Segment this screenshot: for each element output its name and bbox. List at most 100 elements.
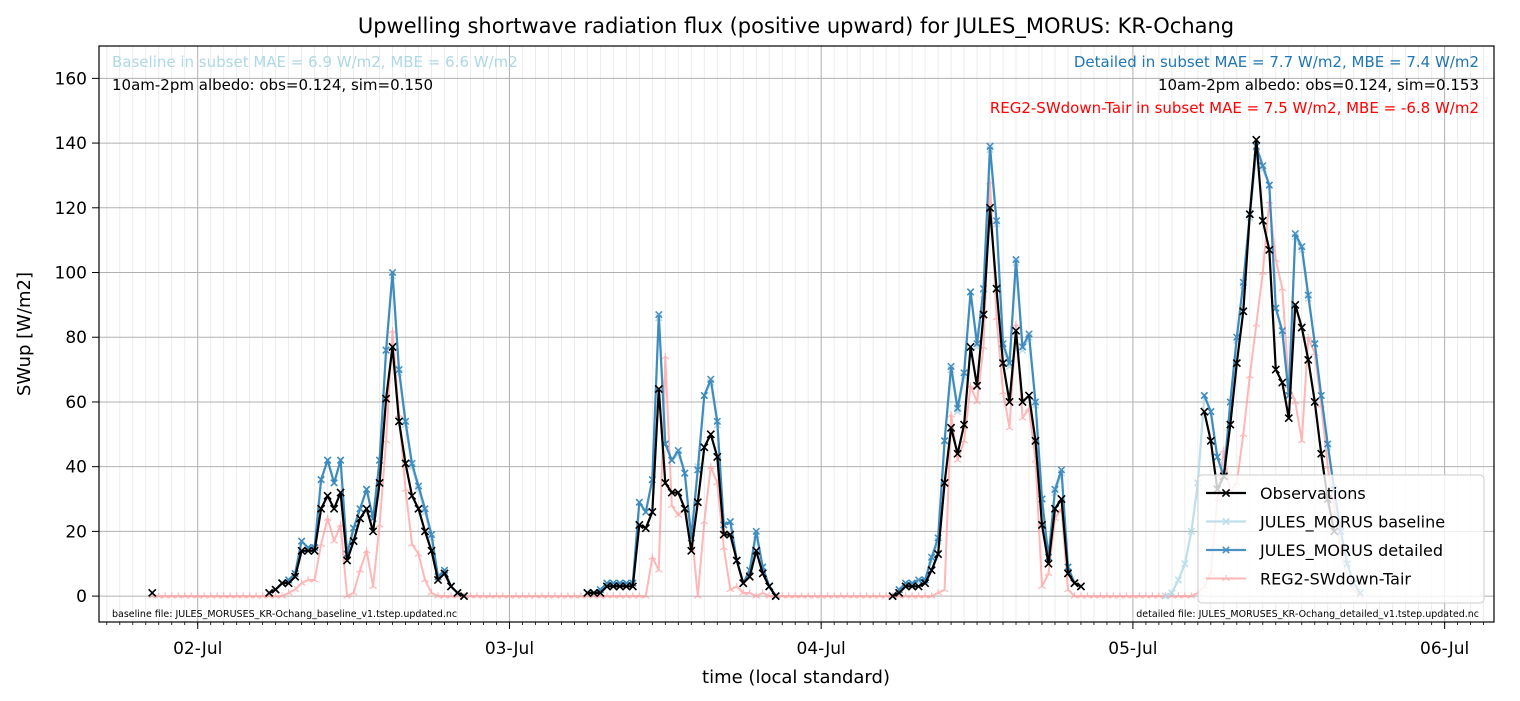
data-point-baseline [1174,576,1183,584]
data-point-reg2 [1064,586,1072,593]
data-point-obs [1284,413,1293,423]
data-point-reg2 [654,566,663,573]
data-point-obs [1076,582,1086,591]
data-point-obs [342,556,352,565]
y-axis-label: SWup [W/m2] [14,272,35,396]
x-tick-label: 06-Jul [1420,639,1469,659]
data-point-detailed [642,508,650,516]
data-point-obs [1310,397,1319,407]
data-point-obs [674,488,683,497]
data-point-obs [635,520,644,530]
legend-swatch-reg2 [1206,574,1246,582]
data-point-obs [1031,436,1040,445]
data-point-detailed [973,339,981,348]
data-point-obs [693,498,702,507]
data-point-reg2 [667,501,676,509]
data-point-reg2 [674,511,683,518]
legend-swatch-detailed [1206,546,1246,554]
data-point-reg2 [362,547,371,554]
data-point-reg2 [726,586,735,593]
data-point-obs [427,546,436,555]
data-point-detailed [395,365,403,374]
data-point-reg2 [291,586,300,593]
data-point-reg2 [1278,285,1287,292]
data-point-obs [771,591,780,601]
data-point-detailed [1298,242,1306,251]
data-point-reg2 [693,592,702,599]
data-point-obs [310,546,319,555]
data-point-obs [972,381,982,390]
data-point-obs [459,591,469,601]
data-point-obs [1200,407,1209,416]
data-point-obs [888,591,897,601]
data-point-obs [277,579,287,588]
data-point-detailed [986,142,994,151]
data-point-obs [726,530,735,539]
data-point-obs [1232,358,1241,368]
data-point-detailed [947,362,955,371]
data-point-reg2 [1239,430,1248,437]
data-point-detailed [1018,343,1027,351]
data-point-obs [316,504,326,513]
data-point-reg2 [1245,372,1254,379]
data-point-obs [596,588,605,598]
y-tick-label: 40 [65,458,87,478]
data-point-reg2 [369,582,377,590]
data-point-detailed [694,466,702,474]
reg2-stats: REG2-SWdown-Tair in subset MAE = 7.5 W/m… [990,99,1479,117]
data-point-detailed [635,498,644,507]
data-point-reg2 [278,592,287,599]
data-point-detailed [401,417,410,426]
data-point-obs [284,579,293,588]
legend-marker-detailed [1222,546,1230,554]
data-point-detailed [940,437,949,445]
data-point-obs [706,430,715,439]
data-point-detailed [960,369,968,377]
legend-marker-baseline [1222,517,1230,526]
data-point-reg2 [284,589,293,596]
detailed-stats: Detailed in subset MAE = 7.7 W/m2, MBE =… [1074,53,1479,71]
data-point-obs [1226,420,1235,429]
data-point-obs [1005,397,1014,407]
data-point-detailed [388,268,397,277]
data-point-obs [297,546,306,555]
data-point-detailed [681,469,689,477]
data-point-reg2 [661,353,670,360]
data-point-reg2 [1297,437,1306,444]
data-point-obs [752,546,761,555]
baseline-albedo: 10am-2pm albedo: obs=0.124, sim=0.150 [112,76,433,94]
data-point-obs [394,417,404,426]
data-point-reg2 [349,589,358,596]
data-point-obs [407,491,417,500]
data-point-detailed [914,576,923,584]
data-point-detailed [1057,466,1066,474]
data-point-obs [680,504,689,513]
legend-label-reg2: REG2-SWdown-Tair [1260,570,1411,589]
data-point-reg2 [323,514,332,522]
data-point-detailed [700,391,709,400]
data-point-obs [687,546,696,555]
data-point-detailed [323,456,332,464]
legend-swatch-obs [1206,488,1246,498]
data-point-obs [732,556,741,565]
data-point-obs [1271,365,1280,374]
x-tick-label: 04-Jul [797,639,846,659]
y-tick-label: 120 [55,199,87,219]
data-point-obs [271,585,280,594]
data-point-obs [401,459,410,468]
data-point-obs [927,566,936,575]
data-point-obs [1063,569,1073,578]
data-point-detailed [408,459,416,468]
y-tick-label: 0 [76,587,87,607]
data-point-reg2 [356,566,364,573]
data-point-obs [641,523,650,533]
legend-marker-reg2 [1222,574,1230,582]
data-point-reg2 [330,537,339,544]
data-point-obs [648,507,657,517]
data-point-reg2 [648,553,657,560]
legend-swatch-baseline [1206,517,1246,526]
data-point-obs [1057,494,1066,504]
data-point-reg2 [414,550,423,557]
y-tick-label: 20 [65,522,87,542]
